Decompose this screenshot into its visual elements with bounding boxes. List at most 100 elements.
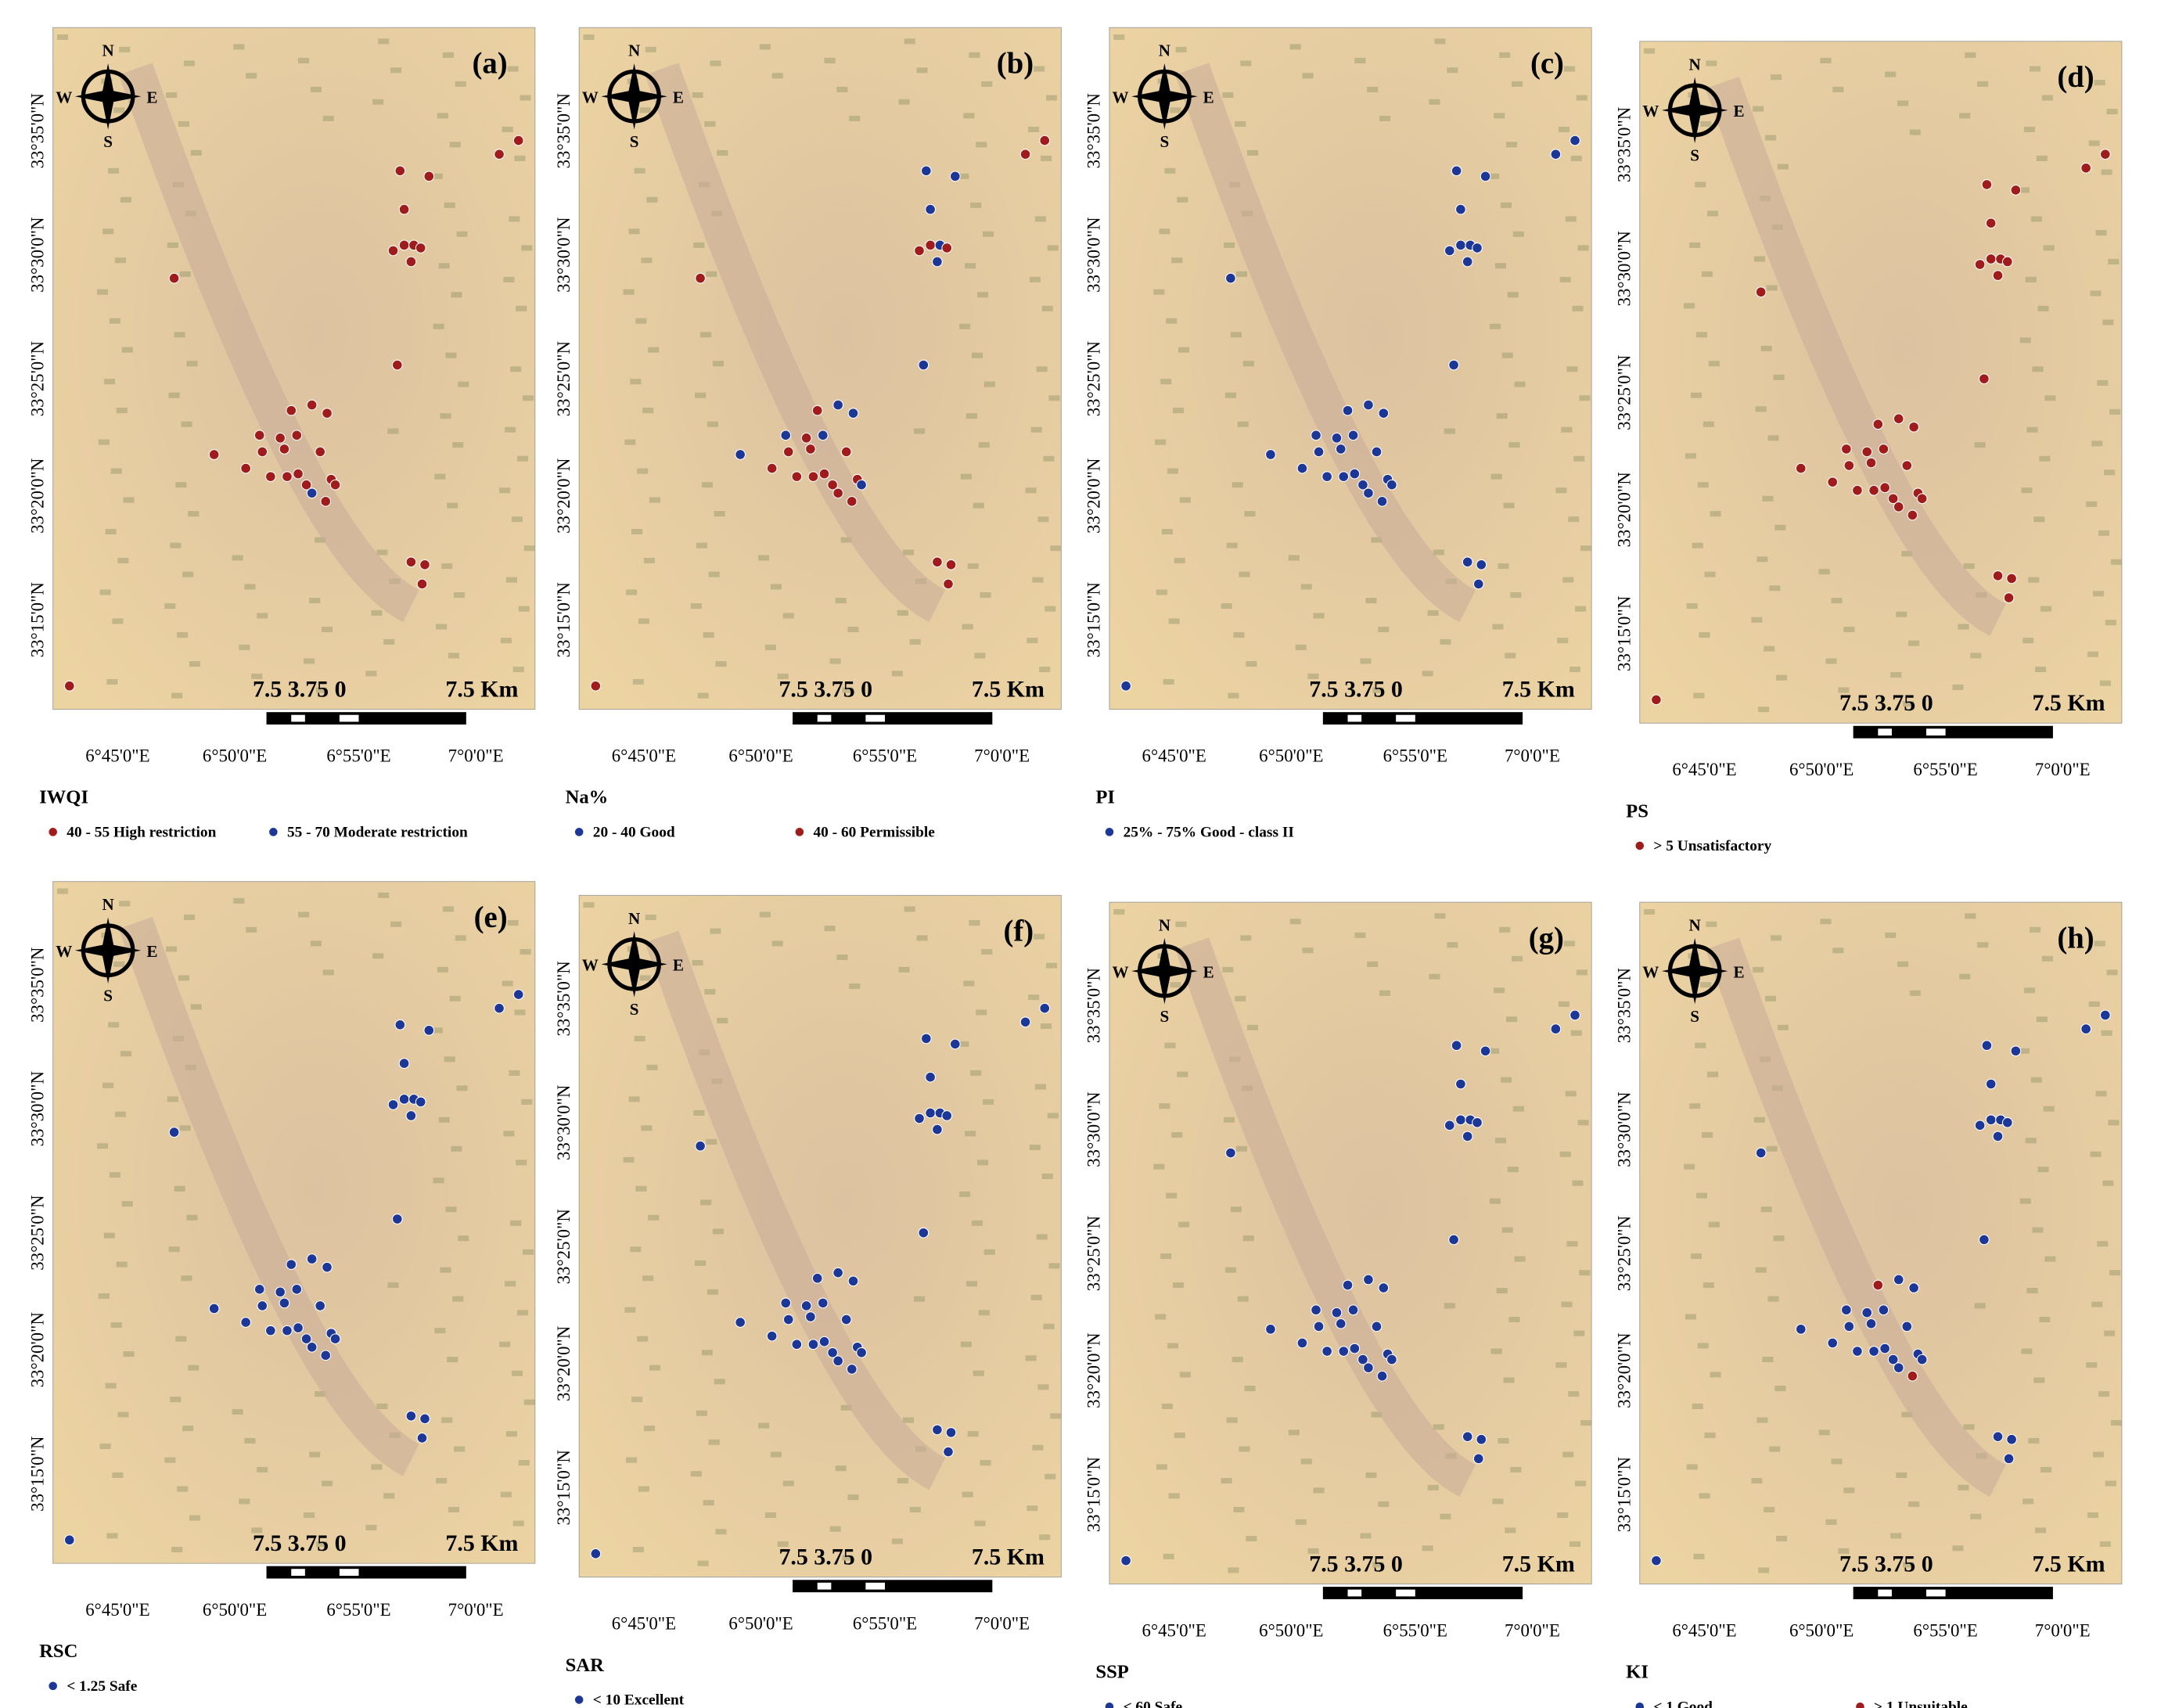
- vegetation: [503, 276, 515, 282]
- vegetation: [1908, 640, 1920, 646]
- vegetation: [387, 1282, 399, 1289]
- vegetation: [643, 557, 656, 564]
- vegetation: [1843, 1487, 1855, 1494]
- vegetation: [637, 468, 649, 474]
- vegetation: [376, 1403, 388, 1409]
- vegetation: [251, 1527, 263, 1534]
- longitude-label: 6°55'0"E: [1383, 746, 1447, 766]
- legend-title: KI: [1626, 1662, 1649, 1683]
- vegetation: [1559, 1151, 1571, 1157]
- vegetation: [1172, 1282, 1185, 1289]
- vegetation: [179, 271, 191, 277]
- well-point: [1865, 457, 1877, 469]
- vegetation: [1555, 1362, 1567, 1368]
- vegetation: [1222, 966, 1234, 973]
- vegetation: [121, 347, 133, 353]
- vegetation: [2033, 516, 2045, 523]
- longitude-label: 6°50'0"E: [1259, 746, 1323, 766]
- vegetation: [980, 1460, 991, 1466]
- vegetation: [1890, 672, 1902, 678]
- well-point: [800, 432, 812, 444]
- longitude-label: 7°0'0"E: [2035, 1620, 2091, 1640]
- vegetation: [692, 960, 703, 966]
- vegetation: [1050, 1413, 1062, 1419]
- vegetation: [1239, 571, 1250, 577]
- well-point: [1916, 1354, 1928, 1365]
- vegetation: [117, 557, 129, 564]
- vegetation: [634, 167, 645, 174]
- vegetation: [1233, 1506, 1245, 1513]
- well-point: [286, 1259, 297, 1270]
- scale-segment: [339, 714, 359, 722]
- well-point: [943, 578, 954, 590]
- well-point: [932, 1424, 943, 1436]
- vegetation: [1561, 426, 1573, 433]
- vegetation: [624, 1307, 636, 1313]
- well-point: [512, 989, 524, 1000]
- legend-marker: [1105, 828, 1114, 836]
- well-point: [387, 245, 399, 257]
- vegetation: [521, 1099, 533, 1105]
- vegetation: [1499, 52, 1511, 58]
- vegetation: [523, 395, 534, 401]
- well-point: [1455, 239, 1466, 251]
- vegetation: [1771, 74, 1782, 81]
- vegetation: [1499, 926, 1511, 933]
- legend-marker: [269, 828, 278, 836]
- vegetation: [1503, 502, 1515, 509]
- vegetation: [1037, 1384, 1049, 1390]
- compass-letter: W: [582, 956, 599, 975]
- vegetation: [2095, 230, 2107, 236]
- well-point: [847, 408, 859, 419]
- latitude-label: 33°15'0"N: [554, 1450, 574, 1525]
- vegetation: [770, 584, 782, 590]
- well-point: [279, 1297, 290, 1309]
- vegetation: [1707, 1071, 1719, 1077]
- well-point: [945, 1427, 957, 1438]
- vegetation: [102, 1082, 114, 1088]
- vegetation: [1963, 563, 1975, 570]
- vegetation: [1756, 1417, 1768, 1423]
- vegetation: [1558, 1001, 1570, 1007]
- vegetation: [1684, 303, 1695, 309]
- compass-letter: E: [146, 88, 157, 107]
- vegetation: [1155, 439, 1167, 445]
- vegetation: [1758, 1567, 1770, 1573]
- wadi: [1705, 77, 2007, 636]
- scale-bar: [1853, 1587, 2053, 1599]
- vegetation: [1965, 913, 1976, 919]
- compass-star: [74, 63, 142, 130]
- vegetation: [516, 455, 529, 462]
- vegetation: [175, 1336, 187, 1342]
- legend-label: 20 - 40 Good: [593, 825, 675, 841]
- vegetation: [1764, 135, 1777, 141]
- vegetation: [1901, 551, 1913, 557]
- vegetation: [1113, 908, 1125, 915]
- well-point: [264, 1325, 276, 1336]
- vegetation: [1843, 627, 1855, 633]
- vegetation: [909, 1506, 921, 1513]
- vegetation: [1755, 406, 1767, 412]
- vegetation: [1444, 1303, 1455, 1309]
- vegetation: [1048, 1263, 1060, 1269]
- vegetation: [1371, 537, 1383, 543]
- scale-label: 7.5 3.75 0: [253, 677, 347, 703]
- vegetation: [913, 1296, 926, 1302]
- vegetation: [1555, 487, 1567, 494]
- vegetation: [509, 216, 520, 222]
- vegetation: [635, 318, 647, 324]
- vegetation: [897, 1477, 908, 1484]
- vegetation: [1496, 1288, 1508, 1294]
- well-point: [590, 680, 602, 692]
- vegetation: [1029, 276, 1041, 282]
- latitude-label: 33°30'0"N: [1614, 1091, 1634, 1167]
- vegetation: [1160, 379, 1172, 385]
- vegetation: [2108, 1120, 2120, 1126]
- vegetation: [959, 323, 971, 329]
- vegetation: [1565, 216, 1577, 222]
- vegetation: [1288, 555, 1300, 561]
- scale-segment: [291, 714, 305, 722]
- map-panel: N S E W (h) 7.5 3.75 0 7.5 Km 33°35'0"N 33°30'0"…: [1614, 901, 2123, 1708]
- vegetation: [434, 473, 446, 480]
- latitude-label: 33°20'0"N: [27, 1312, 47, 1387]
